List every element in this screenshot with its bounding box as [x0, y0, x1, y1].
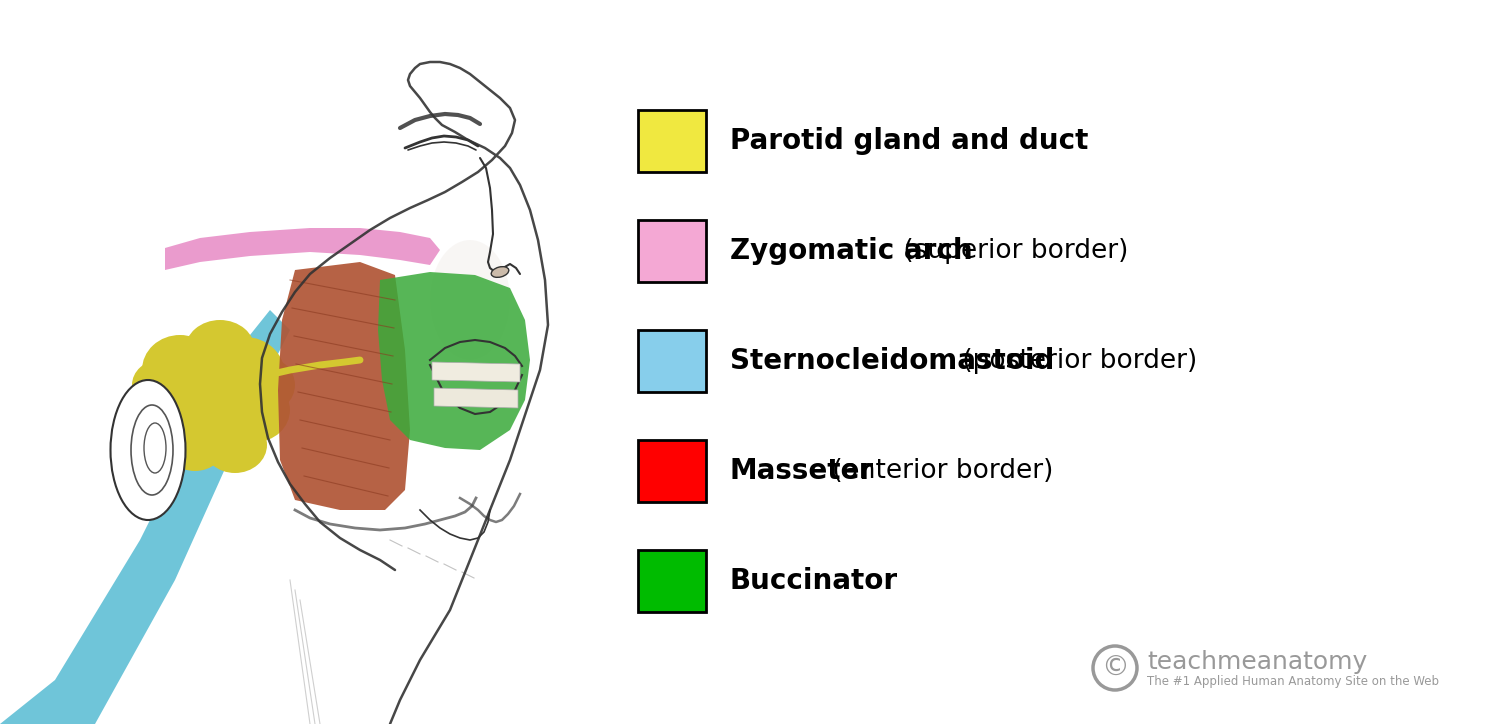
- Ellipse shape: [142, 335, 218, 405]
- Ellipse shape: [206, 337, 285, 413]
- Text: (posterior border): (posterior border): [954, 348, 1197, 374]
- Polygon shape: [432, 362, 520, 382]
- FancyBboxPatch shape: [638, 440, 706, 502]
- Text: Zygomatic arch: Zygomatic arch: [730, 237, 972, 265]
- Ellipse shape: [236, 357, 296, 413]
- Text: ©: ©: [1101, 654, 1130, 682]
- Ellipse shape: [146, 385, 225, 455]
- FancyBboxPatch shape: [638, 110, 706, 172]
- Ellipse shape: [180, 387, 270, 463]
- FancyBboxPatch shape: [638, 330, 706, 392]
- Text: (anterior border): (anterior border): [825, 458, 1054, 484]
- Text: (superior border): (superior border): [896, 238, 1128, 264]
- Ellipse shape: [111, 380, 186, 520]
- Polygon shape: [378, 272, 530, 450]
- Ellipse shape: [184, 320, 255, 380]
- Ellipse shape: [132, 360, 188, 410]
- Ellipse shape: [144, 423, 166, 473]
- Polygon shape: [278, 262, 410, 510]
- Polygon shape: [0, 310, 290, 724]
- Polygon shape: [165, 228, 440, 270]
- Ellipse shape: [202, 417, 267, 473]
- FancyBboxPatch shape: [638, 550, 706, 612]
- Ellipse shape: [154, 340, 266, 440]
- Text: The #1 Applied Human Anatomy Site on the Web: The #1 Applied Human Anatomy Site on the…: [1148, 675, 1438, 689]
- Ellipse shape: [430, 240, 510, 360]
- Text: teachmeanatomy: teachmeanatomy: [1148, 650, 1368, 674]
- Ellipse shape: [490, 266, 508, 277]
- Text: Masseter: Masseter: [730, 457, 874, 485]
- Text: Sternocleidomastoid: Sternocleidomastoid: [730, 347, 1054, 375]
- Ellipse shape: [165, 419, 225, 471]
- Ellipse shape: [138, 370, 202, 430]
- Text: Parotid gland and duct: Parotid gland and duct: [730, 127, 1089, 155]
- Polygon shape: [433, 388, 517, 408]
- Text: Buccinator: Buccinator: [730, 567, 898, 595]
- Ellipse shape: [220, 378, 290, 442]
- FancyBboxPatch shape: [638, 220, 706, 282]
